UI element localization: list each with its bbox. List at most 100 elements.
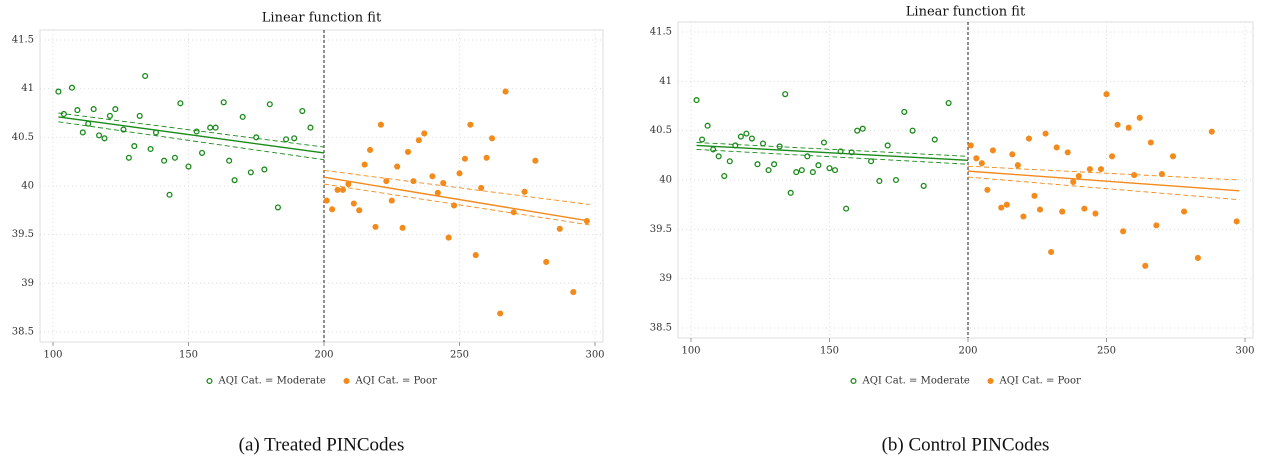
data-point (220, 99, 227, 106)
data-point (820, 139, 828, 146)
confidence-line (58, 121, 325, 161)
data-point (1048, 248, 1055, 256)
data-point (142, 72, 149, 80)
data-point (989, 147, 996, 154)
x-tick-label: 300 (1235, 346, 1254, 357)
data-point (570, 289, 577, 296)
fit-line (58, 116, 325, 154)
data-point (1147, 139, 1154, 146)
data-point (467, 121, 474, 128)
data-point (307, 124, 314, 131)
data-point (754, 161, 761, 168)
legend-label: AQI Cat. = Moderate (862, 376, 970, 387)
data-point (1103, 91, 1110, 98)
data-point (410, 178, 417, 185)
x-tick-label: 250 (450, 350, 469, 361)
data-point (212, 124, 219, 131)
data-point (920, 182, 927, 189)
data-point (388, 197, 395, 204)
data-point (136, 112, 143, 119)
data-point (901, 108, 908, 115)
data-point (1064, 149, 1071, 156)
data-point (472, 252, 479, 259)
legend-marker (343, 377, 350, 385)
data-point (704, 122, 711, 129)
caption: (a) Treated PINCodes (239, 434, 405, 455)
data-point (177, 100, 184, 107)
data-point (1086, 166, 1093, 173)
y-tick-label: 41 (659, 76, 672, 87)
confidence-line (58, 112, 325, 148)
data-point (1059, 208, 1066, 215)
data-point (859, 125, 866, 132)
fit-line (323, 176, 590, 222)
data-point (826, 165, 833, 172)
data-point (60, 110, 67, 118)
data-point (556, 225, 563, 232)
data-point (1036, 206, 1044, 213)
data-point (854, 127, 861, 134)
data-point (884, 142, 891, 149)
data-point (1053, 144, 1060, 151)
data-point (445, 234, 452, 241)
x-tick-label: 150 (179, 350, 198, 361)
legend-marker (206, 377, 213, 385)
y-tick-label: 40.5 (650, 125, 672, 136)
data-point (166, 191, 173, 198)
data-point (1208, 128, 1215, 135)
x-tick-label: 150 (820, 346, 839, 357)
data-point (1120, 228, 1127, 235)
y-tick-label: 41.5 (12, 35, 34, 46)
data-point (74, 107, 81, 114)
data-point (415, 137, 422, 144)
data-point (699, 136, 706, 143)
data-point (909, 127, 916, 134)
data-point (434, 189, 441, 196)
data-point (478, 184, 485, 191)
data-point (931, 136, 938, 143)
legend-marker (850, 377, 857, 385)
y-tick-label: 39.5 (12, 229, 34, 240)
data-point (350, 200, 357, 207)
data-point (283, 136, 290, 143)
data-point (1181, 208, 1188, 215)
y-tick-label: 40.5 (12, 132, 34, 143)
data-point (737, 133, 744, 140)
x-tick-label: 100 (43, 350, 62, 361)
data-point (1125, 124, 1132, 131)
x-tick-label: 250 (1097, 346, 1116, 357)
data-point (171, 154, 179, 161)
data-point (710, 146, 717, 153)
caption: (b) Control PINCodes (882, 434, 1050, 455)
data-point (329, 206, 336, 213)
data-point (743, 130, 750, 137)
data-point (1031, 192, 1038, 199)
data-point (973, 155, 980, 162)
data-point (125, 154, 132, 161)
data-point (421, 130, 428, 137)
data-point (193, 128, 200, 135)
data-point (497, 310, 504, 317)
data-point (1233, 218, 1240, 225)
data-point (96, 132, 103, 139)
data-point (90, 106, 97, 113)
data-point (945, 99, 952, 107)
data-point (984, 186, 991, 193)
data-point (68, 84, 76, 91)
data-point (1009, 151, 1016, 158)
legend-label: AQI Cat. = Moderate (218, 376, 326, 387)
legend-label: AQI Cat. = Poor (999, 376, 1081, 387)
data-point (1136, 114, 1143, 121)
y-tick-label: 41.5 (650, 27, 672, 38)
data-point (461, 155, 468, 162)
data-point (247, 169, 254, 176)
data-point (798, 167, 805, 174)
data-point (185, 163, 192, 170)
y-tick-label: 38.5 (12, 327, 34, 338)
data-point (532, 157, 539, 164)
data-point (1003, 201, 1010, 208)
data-point (323, 197, 330, 204)
data-point (383, 178, 390, 185)
data-point (543, 258, 550, 265)
data-point (291, 135, 298, 142)
